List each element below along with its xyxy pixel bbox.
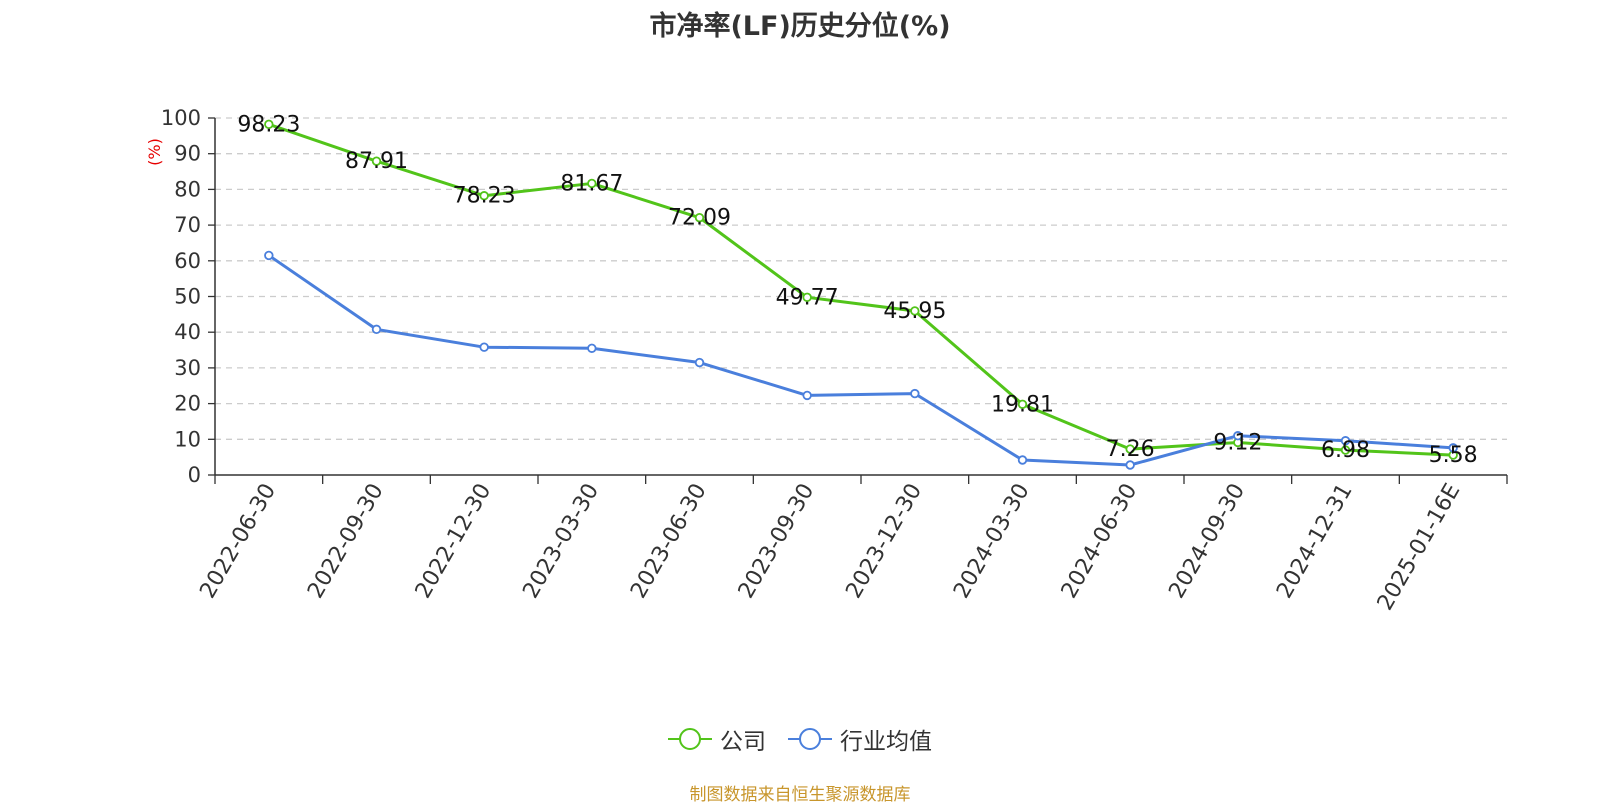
data-point-company <box>802 292 812 303</box>
data-label: 45.95 <box>883 299 946 324</box>
data-point-company <box>1340 445 1351 455</box>
data-point-industry <box>1017 455 1028 465</box>
data-label: 19.81 <box>991 392 1054 417</box>
legend-industry-label: 行业均值 <box>840 729 932 755</box>
y-tick-label: 90 <box>174 142 201 166</box>
data-label: 5.58 <box>1429 443 1478 468</box>
data-label: 87.91 <box>345 149 408 174</box>
x-tick-label: 2023-06-30 <box>626 480 712 603</box>
data-label: 98.23 <box>237 112 300 137</box>
x-tick-label: 2023-12-30 <box>841 479 927 602</box>
data-point-company <box>1125 444 1135 454</box>
data-point-industry <box>802 390 812 401</box>
y-tick-label: 0 <box>188 463 201 487</box>
y-tick-label: 100 <box>161 106 201 130</box>
chart-title: 市净率(LF)历史分位(%) <box>649 11 951 42</box>
y-tick-label: 70 <box>174 213 201 237</box>
data-point-industry <box>479 342 489 352</box>
data-point-industry <box>1125 460 1135 470</box>
data-point-industry <box>587 343 597 353</box>
y-tick-label: 40 <box>174 320 201 344</box>
series-lines <box>264 119 1458 470</box>
x-tick-label: 2024-03-30 <box>949 480 1035 603</box>
data-point-industry <box>1233 431 1243 441</box>
data-point-industry <box>1448 443 1458 453</box>
data-point-company <box>264 119 274 130</box>
data-point-company <box>910 306 920 316</box>
data-point-industry <box>371 324 382 335</box>
y-tick-label: 10 <box>174 427 201 451</box>
data-label: 6.98 <box>1321 438 1370 463</box>
x-tick-label: 2024-09-30 <box>1164 480 1250 603</box>
data-label: 9.12 <box>1213 430 1262 455</box>
x-tick-label: 2023-09-30 <box>734 480 820 603</box>
y-tick-label: 80 <box>174 177 201 201</box>
legend-company-label: 公司 <box>720 729 766 755</box>
x-tick-label: 2024-06-30 <box>1057 480 1143 603</box>
legend: 公司 行业均值 <box>0 722 1600 756</box>
data-point-industry <box>694 357 705 368</box>
x-tick-label: 2022-06-30 <box>195 480 281 603</box>
data-label: 7.26 <box>1106 437 1155 462</box>
y-axis-label: (%) <box>145 138 164 166</box>
source-note: 制图数据来自恒生聚源数据库 <box>689 785 911 805</box>
data-labels: 98.23 87.91 78.23 81.67 72.09 49.77 45.95 19.81… <box>237 112 1477 468</box>
data-label: 49.77 <box>776 285 839 310</box>
data-label: 81.67 <box>560 171 623 196</box>
legend-item-industry[interactable]: 行业均值 <box>788 722 932 756</box>
legend-company-icon <box>668 728 712 750</box>
y-tick-label: 20 <box>174 392 201 416</box>
legend-item-company[interactable]: 公司 <box>668 722 766 756</box>
data-point-industry <box>910 388 920 399</box>
series-line-industry <box>267 254 1454 467</box>
data-point-company <box>479 191 489 201</box>
x-tick-label: 2022-09-30 <box>303 480 389 603</box>
legend-industry-icon <box>788 728 832 750</box>
x-tick-label: 2022-12-30 <box>411 479 497 602</box>
gridlines <box>215 117 1507 440</box>
data-point-company <box>371 156 382 166</box>
x-tick-label: 2023-03-30 <box>518 480 604 603</box>
y-tick-label: 50 <box>174 285 201 309</box>
x-tick-label: 2025-01-16E <box>1373 480 1466 615</box>
x-tick-label: 2024-12-31 <box>1272 480 1358 603</box>
data-label: 78.23 <box>453 184 516 209</box>
y-tick-label: 30 <box>174 356 201 380</box>
axes: 0 10 20 30 40 50 60 70 80 90 100 2022-06-30 2022-09-… <box>161 106 1508 615</box>
data-point-company <box>1017 399 1028 409</box>
y-tick-label: 60 <box>174 249 201 273</box>
data-point-company <box>694 212 705 223</box>
series-line-company <box>268 122 1454 457</box>
data-point-industry <box>264 250 274 261</box>
data-point-industry <box>1340 436 1351 446</box>
data-point-company <box>587 178 597 189</box>
data-label: 72.09 <box>668 206 731 231</box>
